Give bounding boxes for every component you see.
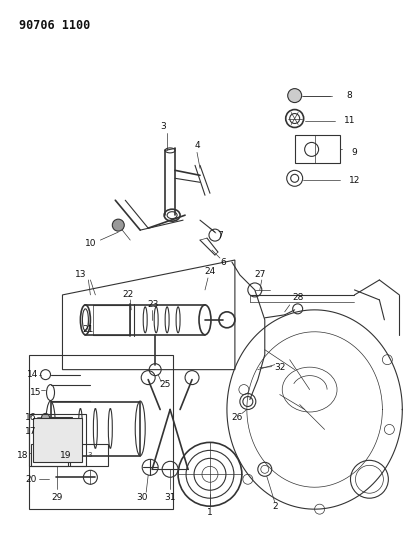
Text: 7: 7	[217, 231, 223, 240]
Text: 20: 20	[25, 475, 36, 484]
Text: 17: 17	[25, 427, 36, 436]
Text: 28: 28	[292, 293, 303, 302]
Text: 30: 30	[136, 492, 148, 502]
Text: 18: 18	[17, 451, 28, 460]
Text: 4: 4	[194, 141, 200, 150]
Bar	[295, 135, 339, 163]
Text: 22: 22	[123, 290, 134, 300]
Text: 24: 24	[205, 268, 215, 277]
Text: 14: 14	[27, 370, 38, 379]
Circle shape	[288, 88, 302, 102]
Text: 8: 8	[347, 91, 352, 100]
Text: 2: 2	[272, 502, 277, 511]
Bar	[70, 445, 108, 466]
Text: 12: 12	[349, 176, 360, 185]
Bar	[94, 305, 130, 335]
Text: 3: 3	[160, 122, 166, 131]
Text: 3: 3	[87, 453, 92, 458]
Circle shape	[112, 219, 124, 231]
Text: 29: 29	[52, 492, 63, 502]
Circle shape	[42, 414, 49, 422]
Text: 11: 11	[344, 116, 355, 125]
Text: 16: 16	[25, 413, 36, 422]
Text: 1: 1	[207, 507, 213, 516]
Text: 26: 26	[231, 413, 243, 422]
Text: 6: 6	[220, 257, 226, 266]
Text: 27: 27	[254, 270, 266, 279]
Text: 13: 13	[75, 270, 86, 279]
Text: 15: 15	[30, 388, 41, 397]
Text: 32: 32	[274, 363, 286, 372]
Bar	[29, 415, 86, 466]
Text: 19: 19	[60, 451, 71, 460]
Bar	[45, 427, 57, 435]
Text: 23: 23	[147, 301, 159, 309]
Text: 31: 31	[164, 492, 176, 502]
Text: 9: 9	[352, 148, 357, 157]
Bar	[29, 354, 173, 509]
Text: 10: 10	[85, 239, 96, 248]
Text: 90706 1100: 90706 1100	[19, 19, 90, 32]
Bar	[31, 445, 68, 466]
Bar	[32, 418, 82, 462]
Text: 25: 25	[160, 380, 171, 389]
Bar	[51, 401, 140, 456]
Text: 21: 21	[83, 325, 94, 334]
